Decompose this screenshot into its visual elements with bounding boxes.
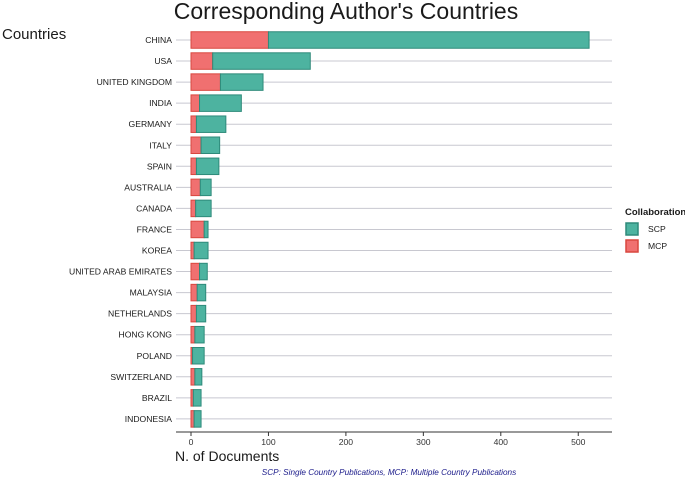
bar-scp-malaysia bbox=[196, 283, 207, 302]
category-labels: CHINA USA UNITED KINGDOM INDIA GERMANY ITALY S… bbox=[69, 35, 172, 424]
category-label-germany: GERMANY bbox=[129, 119, 173, 129]
bar-mcp-malaysia bbox=[190, 283, 198, 302]
bar-mcp-australia bbox=[190, 178, 201, 197]
bar-scp-indonesia bbox=[193, 410, 202, 428]
x-tick-label: 0 bbox=[189, 437, 194, 447]
category-label-indonesia: INDONESIA bbox=[125, 414, 173, 424]
bars bbox=[190, 31, 590, 428]
bar-scp-usa bbox=[212, 52, 311, 70]
bar-mcp-china bbox=[190, 31, 269, 49]
legend-label-scp: SCP bbox=[648, 224, 666, 234]
y-axis-label: Countries bbox=[2, 26, 66, 43]
legend: Collaboration SCP MCP bbox=[625, 207, 685, 253]
bar-scp-australia bbox=[199, 178, 212, 197]
bar-scp-united-kingdom bbox=[219, 73, 264, 91]
bar-scp-china bbox=[267, 31, 590, 49]
category-label-united-kingdom: UNITED KINGDOM bbox=[97, 77, 172, 87]
bar-mcp-united-arab-emirates bbox=[190, 262, 201, 281]
category-label-italy: ITALY bbox=[149, 140, 172, 150]
bar-scp-brazil bbox=[192, 389, 202, 407]
category-label-netherlands: NETHERLANDS bbox=[108, 309, 172, 319]
chart-title: Corresponding Author's Countries bbox=[174, 0, 518, 24]
grid-lines bbox=[176, 39, 612, 420]
bar-mcp-germany bbox=[190, 115, 197, 133]
bar-mcp-hong-kong bbox=[190, 325, 196, 344]
category-label-korea: KOREA bbox=[142, 246, 172, 256]
x-tick-label: 100 bbox=[261, 437, 276, 447]
bar-mcp-switzerland bbox=[190, 368, 196, 386]
bar-mcp-united-kingdom bbox=[190, 73, 221, 91]
bar-scp-hong-kong bbox=[194, 325, 205, 344]
category-label-hong-kong: HONG KONG bbox=[119, 330, 173, 340]
bar-mcp-usa bbox=[190, 52, 214, 70]
category-label-malaysia: MALAYSIA bbox=[130, 288, 173, 298]
bar-scp-france bbox=[203, 220, 209, 239]
x-axis-label: N. of Documents bbox=[175, 448, 279, 464]
bar-mcp-canada bbox=[190, 199, 197, 218]
category-label-india: INDIA bbox=[149, 98, 172, 108]
x-tick-label: 500 bbox=[571, 437, 586, 447]
category-label-brazil: BRAZIL bbox=[142, 393, 172, 403]
bar-scp-germany bbox=[195, 115, 227, 133]
category-label-poland: POLAND bbox=[137, 351, 172, 361]
category-label-switzerland: SWITZERLAND bbox=[110, 372, 172, 382]
bar-scp-spain bbox=[195, 157, 220, 176]
category-label-france: FRANCE bbox=[137, 224, 173, 234]
bar-scp-canada bbox=[195, 199, 212, 218]
legend-swatch-scp bbox=[625, 222, 639, 236]
x-axis-ticks: 0 100 200 300 400 500 bbox=[189, 432, 586, 447]
chart-caption: SCP: Single Country Publications, MCP: M… bbox=[262, 468, 516, 477]
bar-mcp-spain bbox=[190, 157, 197, 176]
legend-label-mcp: MCP bbox=[648, 241, 667, 251]
bar-mcp-italy bbox=[190, 136, 202, 154]
category-label-australia: AUSTRALIA bbox=[124, 182, 172, 192]
category-label-canada: CANADA bbox=[136, 203, 172, 213]
legend-swatch-mcp bbox=[625, 239, 639, 253]
bar-scp-switzerland bbox=[194, 368, 203, 386]
x-tick-label: 400 bbox=[494, 437, 509, 447]
bar-scp-netherlands bbox=[195, 304, 207, 323]
category-label-china: CHINA bbox=[145, 35, 172, 45]
x-tick-label: 300 bbox=[416, 437, 431, 447]
bar-mcp-india bbox=[190, 94, 201, 112]
x-tick-label: 200 bbox=[339, 437, 354, 447]
category-label-spain: SPAIN bbox=[147, 161, 172, 171]
category-label-usa: USA bbox=[154, 56, 172, 66]
category-label-united-arab-emirates: UNITED ARAB EMIRATES bbox=[69, 267, 172, 277]
legend-title: Collaboration bbox=[625, 207, 685, 218]
bar-scp-india bbox=[199, 94, 242, 112]
bar-scp-poland bbox=[192, 347, 205, 365]
bar-scp-korea bbox=[193, 241, 209, 260]
bar-scp-united-arab-emirates bbox=[199, 262, 208, 281]
bar-scp-italy bbox=[200, 136, 221, 154]
bar-mcp-netherlands bbox=[190, 304, 197, 323]
bar-mcp-france bbox=[190, 220, 205, 239]
